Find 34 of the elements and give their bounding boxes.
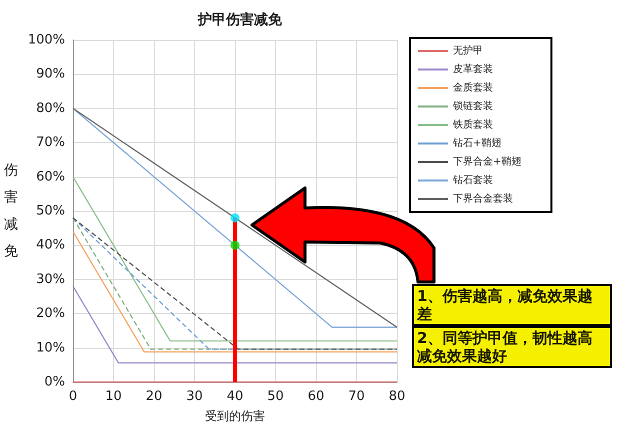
x-tick-label: 50	[267, 389, 284, 404]
y-tick-label: 50%	[36, 204, 65, 218]
legend-label: 锁链套装	[452, 100, 493, 112]
y-tick-label: 30%	[36, 272, 65, 287]
legend-label: 皮革套装	[453, 63, 493, 75]
text: 2、同等护甲值，韧性越高减免效果越好	[412, 326, 612, 368]
chart-title: 护甲伤害减免	[197, 11, 283, 28]
legend-label: 铁质套装	[452, 118, 493, 130]
legend-label: 金质套装	[453, 82, 493, 94]
y-tick-label: 10%	[36, 340, 65, 356]
legend-label: 下界合金+鞘翅	[453, 156, 522, 168]
y-tick-label: 80%	[36, 100, 65, 116]
x-tick-label: 40	[226, 389, 244, 404]
legend-label: 下界合金套装	[453, 192, 513, 204]
legend-label: 钻石套装	[452, 174, 493, 186]
legend-label: 钻石+鞘翅	[452, 137, 502, 149]
text: 1、伤害越高，减免效果越差	[412, 284, 612, 326]
x-tick-label: 60	[308, 389, 324, 404]
x-tick-label: 70	[348, 389, 365, 404]
x-tick-label: 0	[68, 389, 78, 404]
y-axis-title: 伤害减免	[4, 162, 18, 260]
y-tick-label: 20%	[36, 306, 65, 322]
x-tick-label: 20	[146, 389, 162, 404]
legend-label: 无护甲	[453, 44, 483, 56]
y-tick-label: 0%	[44, 374, 65, 390]
y-tick-label: 100%	[28, 32, 65, 48]
y-tick-label: 40%	[36, 238, 65, 253]
x-tick-label: 30	[186, 389, 203, 404]
y-tick-label: 90%	[36, 66, 65, 82]
y-tick-label: 70%	[36, 135, 65, 150]
x-axis-title: 受到的伤害	[205, 409, 265, 423]
x-tick-label: 80	[388, 389, 406, 404]
y-tick-label: 60%	[36, 169, 65, 184]
x-tick-label: 10	[105, 389, 122, 404]
